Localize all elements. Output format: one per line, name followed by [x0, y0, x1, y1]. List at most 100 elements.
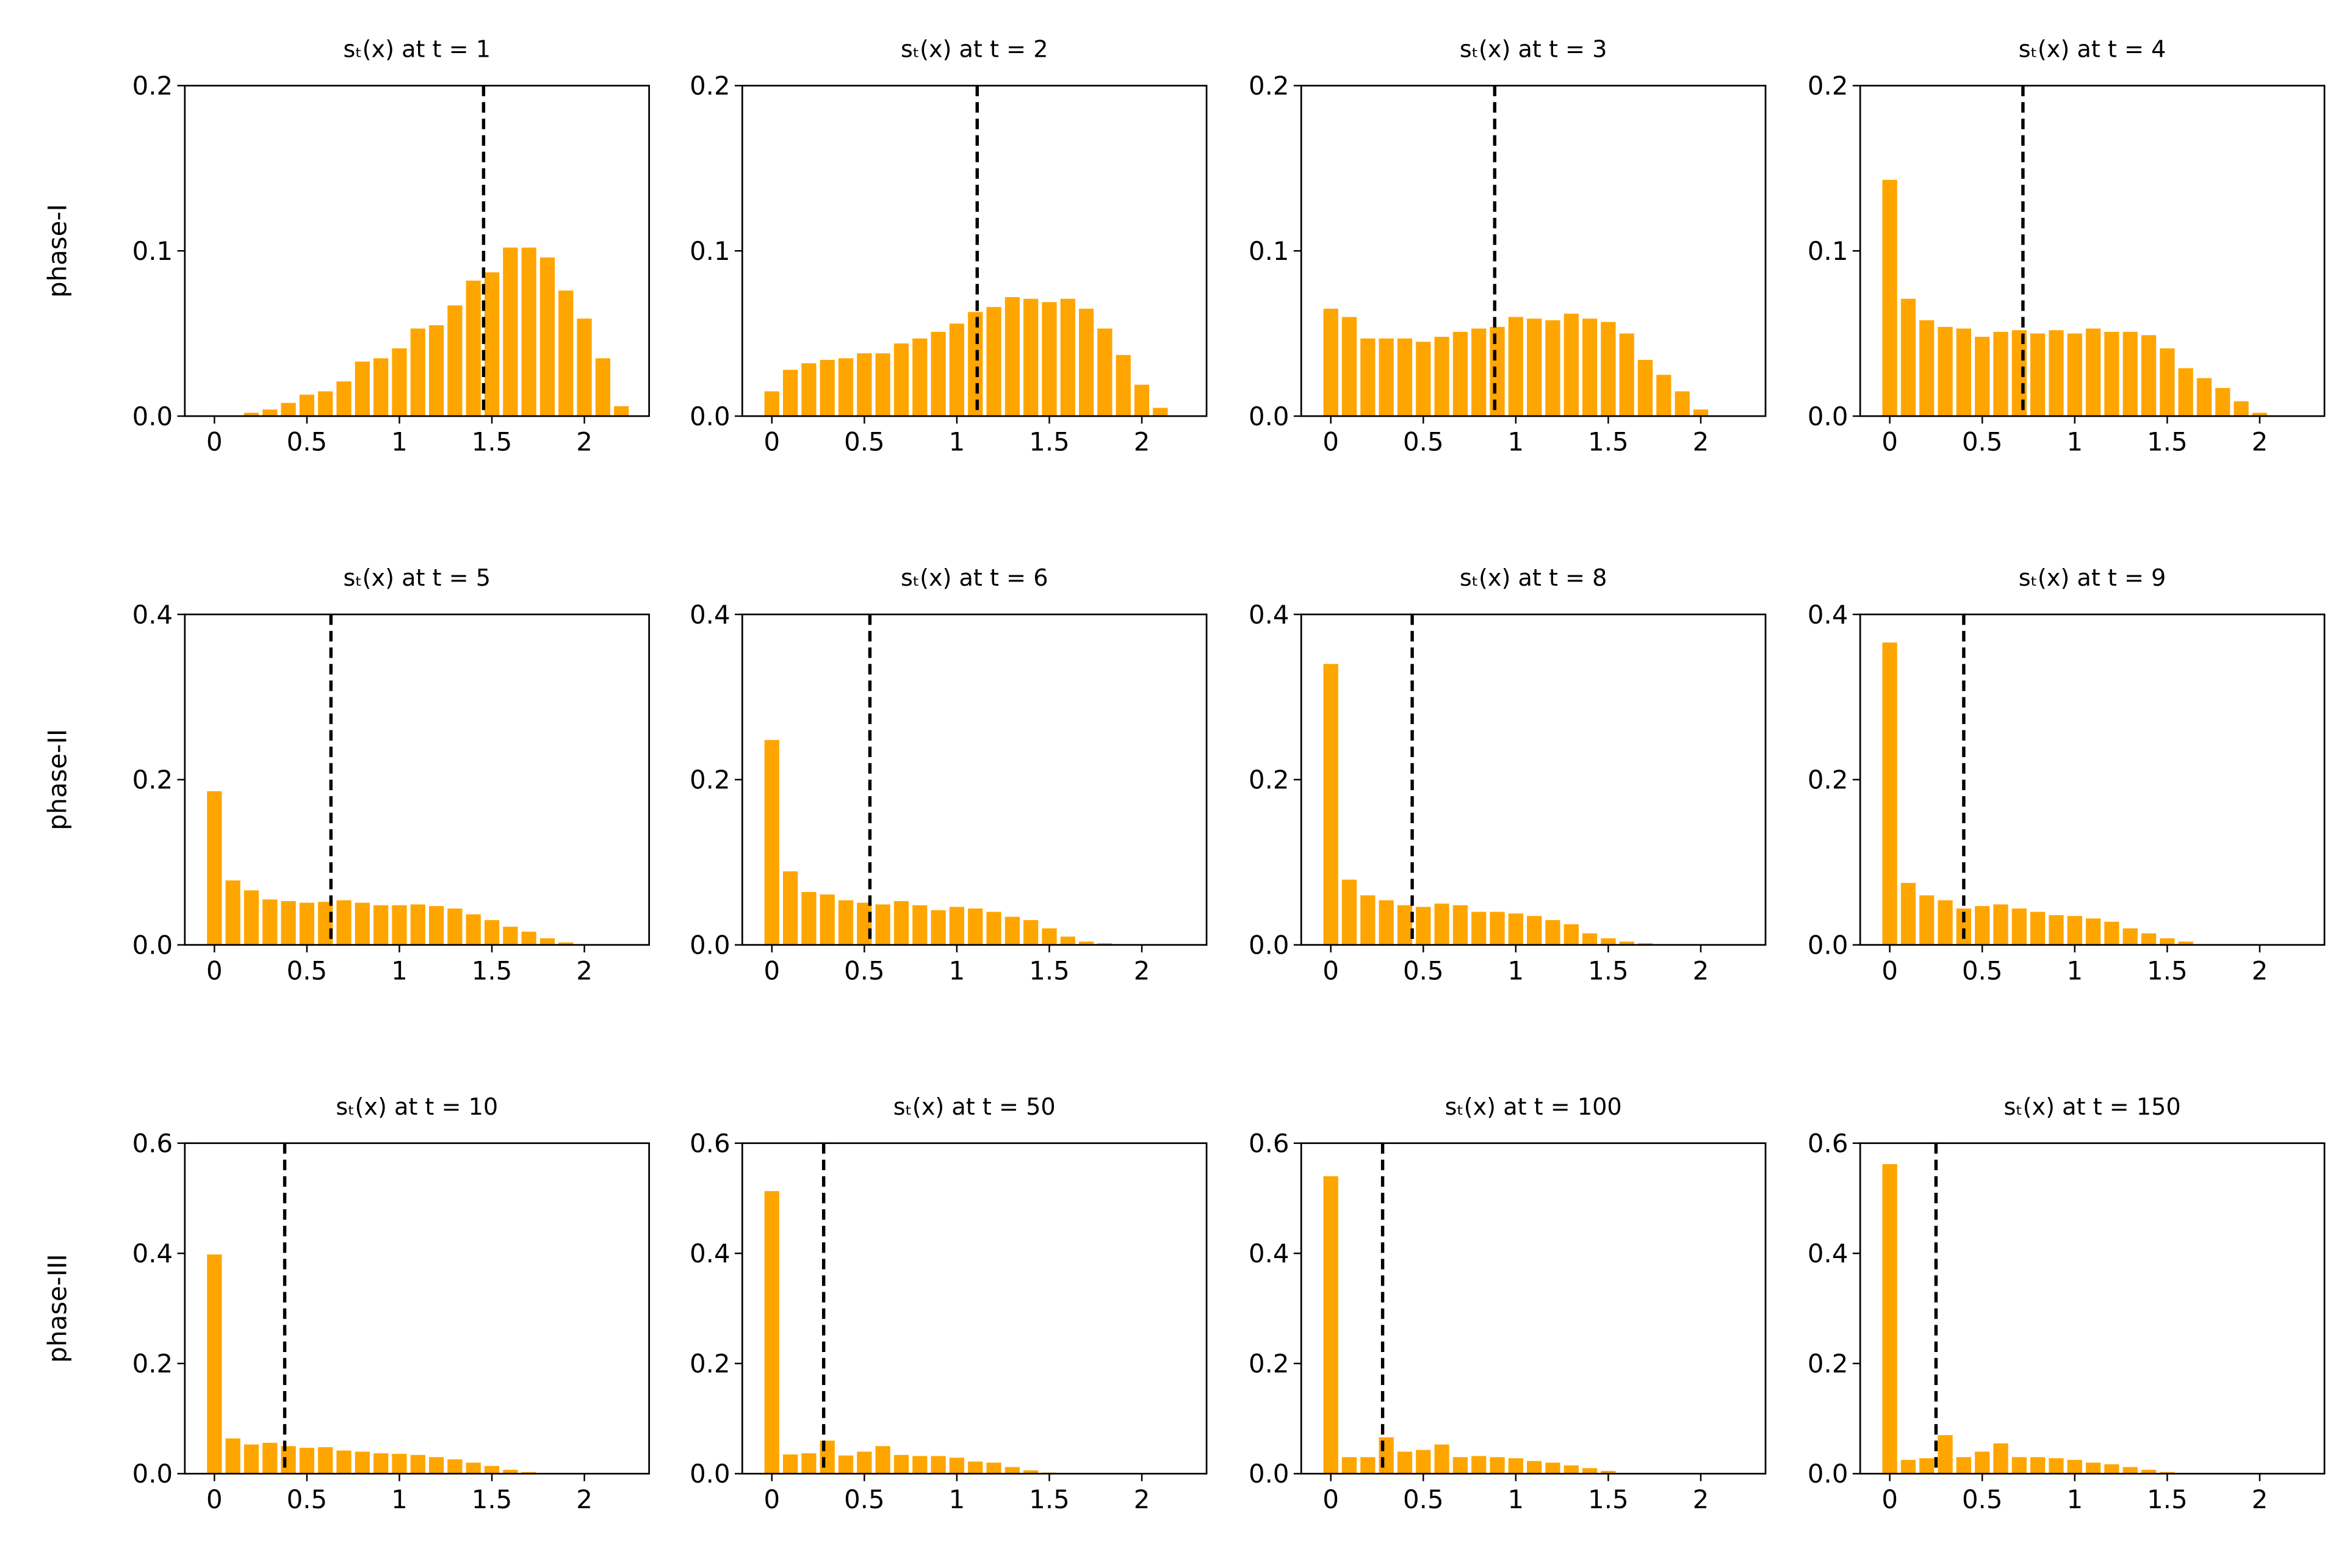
bar	[912, 338, 928, 417]
bar	[2049, 1458, 2064, 1474]
bar	[2011, 908, 2027, 945]
y-tick-label: 0.4	[690, 600, 730, 630]
x-tick-label: 0	[764, 1484, 781, 1514]
y-tick-label: 0.2	[1249, 1349, 1289, 1379]
x-tick-label: 1.5	[472, 955, 513, 985]
bar	[2160, 348, 2175, 417]
bar	[318, 1447, 333, 1474]
y-tick-label: 0.2	[132, 1349, 173, 1379]
bar	[1582, 1468, 1598, 1474]
bar	[912, 905, 928, 945]
y-tick-label: 0.2	[132, 765, 173, 795]
subplot: 0 0.5 1 1.5 2 0.0 0.2 0.4 0.6 sₜ(x) at t = 50	[690, 1093, 1208, 1514]
bar	[1452, 905, 1468, 945]
bar	[1360, 338, 1376, 417]
bar	[1060, 937, 1075, 945]
y-tick-label: 0.6	[1249, 1128, 1289, 1158]
x-tick-label: 2	[1693, 1484, 1709, 1514]
bar	[893, 343, 909, 417]
bar	[2160, 938, 2175, 945]
y-axis-label: phase-II	[42, 729, 72, 830]
bar	[373, 905, 389, 945]
bar	[2030, 1457, 2046, 1474]
bar	[355, 361, 370, 417]
bar	[2104, 1464, 2119, 1474]
x-tick-label: 2	[576, 427, 593, 457]
bar	[1563, 924, 1579, 945]
subplot-title: sₜ(x) at t = 8	[1460, 564, 1607, 591]
bar	[410, 904, 425, 945]
bar	[2178, 941, 2193, 945]
bar	[2011, 1457, 2027, 1474]
bar	[355, 1451, 370, 1474]
bar	[466, 914, 481, 945]
bar	[783, 871, 798, 945]
bar	[986, 1462, 1001, 1474]
bar	[986, 307, 1001, 417]
y-tick-label: 0.0	[1249, 1459, 1289, 1489]
bar	[1397, 1451, 1413, 1474]
y-tick-label: 0.4	[132, 1239, 173, 1268]
bar	[447, 908, 463, 945]
x-tick-label: 1	[391, 427, 408, 457]
bar	[1508, 317, 1523, 417]
subplot-title: sₜ(x) at t = 3	[1460, 36, 1607, 63]
bar	[1416, 342, 1431, 417]
x-tick-label: 0	[206, 1484, 223, 1514]
bar	[1938, 1435, 1953, 1474]
bar	[262, 409, 278, 417]
bar	[1360, 1457, 1376, 1474]
bar	[1508, 1458, 1523, 1474]
bar	[392, 905, 407, 945]
bar	[614, 406, 629, 417]
bar	[1490, 326, 1505, 417]
bar	[318, 391, 333, 417]
bar	[1471, 1456, 1487, 1474]
bar	[1452, 1457, 1468, 1474]
subplot-title: sₜ(x) at t = 9	[2019, 564, 2166, 591]
x-tick-label: 0	[764, 427, 781, 457]
x-tick-label: 0.5	[1403, 955, 1444, 985]
bar	[1097, 328, 1112, 417]
bar	[2122, 331, 2138, 417]
x-tick-label: 2	[2252, 427, 2268, 457]
bar	[949, 1458, 965, 1474]
y-tick-label: 0.2	[1249, 71, 1289, 101]
bar	[857, 353, 872, 417]
bar	[1508, 913, 1523, 945]
bar	[801, 363, 817, 417]
bar	[225, 880, 240, 945]
x-tick-label: 2	[576, 955, 593, 985]
bar	[1619, 941, 1634, 945]
bar	[1975, 906, 1990, 945]
x-tick-label: 2	[1134, 427, 1150, 457]
bar	[1323, 664, 1338, 945]
bar	[1675, 391, 1690, 417]
bar	[820, 359, 835, 417]
bar	[1471, 328, 1487, 417]
bar	[466, 1462, 481, 1474]
bar	[1601, 938, 1616, 945]
bar	[484, 272, 500, 417]
x-tick-label: 0	[1322, 1484, 1339, 1514]
x-tick-label: 0.5	[1403, 1484, 1444, 1514]
bar	[503, 926, 518, 945]
x-tick-label: 0.5	[1962, 427, 2003, 457]
x-tick-label: 1.5	[1029, 955, 1070, 985]
bar	[764, 739, 779, 945]
bar	[1882, 1164, 1897, 1474]
bar	[1637, 359, 1653, 417]
bar	[1042, 928, 1057, 945]
bar	[595, 358, 611, 417]
x-tick-label: 0.5	[1962, 955, 2003, 985]
y-tick-label: 0.6	[132, 1128, 173, 1158]
bar	[2049, 915, 2064, 945]
y-tick-label: 0.2	[1249, 765, 1289, 795]
bar	[1134, 384, 1150, 417]
bar	[1993, 904, 2008, 945]
y-tick-label: 0.1	[1808, 236, 1848, 266]
axes-frame	[184, 1142, 651, 1475]
y-tick-label: 0.0	[690, 930, 730, 960]
x-tick-label: 0.5	[844, 427, 885, 457]
bar	[931, 331, 946, 417]
